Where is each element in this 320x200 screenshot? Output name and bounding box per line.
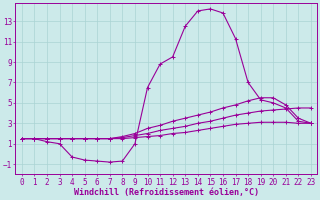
X-axis label: Windchill (Refroidissement éolien,°C): Windchill (Refroidissement éolien,°C) [74,188,259,197]
